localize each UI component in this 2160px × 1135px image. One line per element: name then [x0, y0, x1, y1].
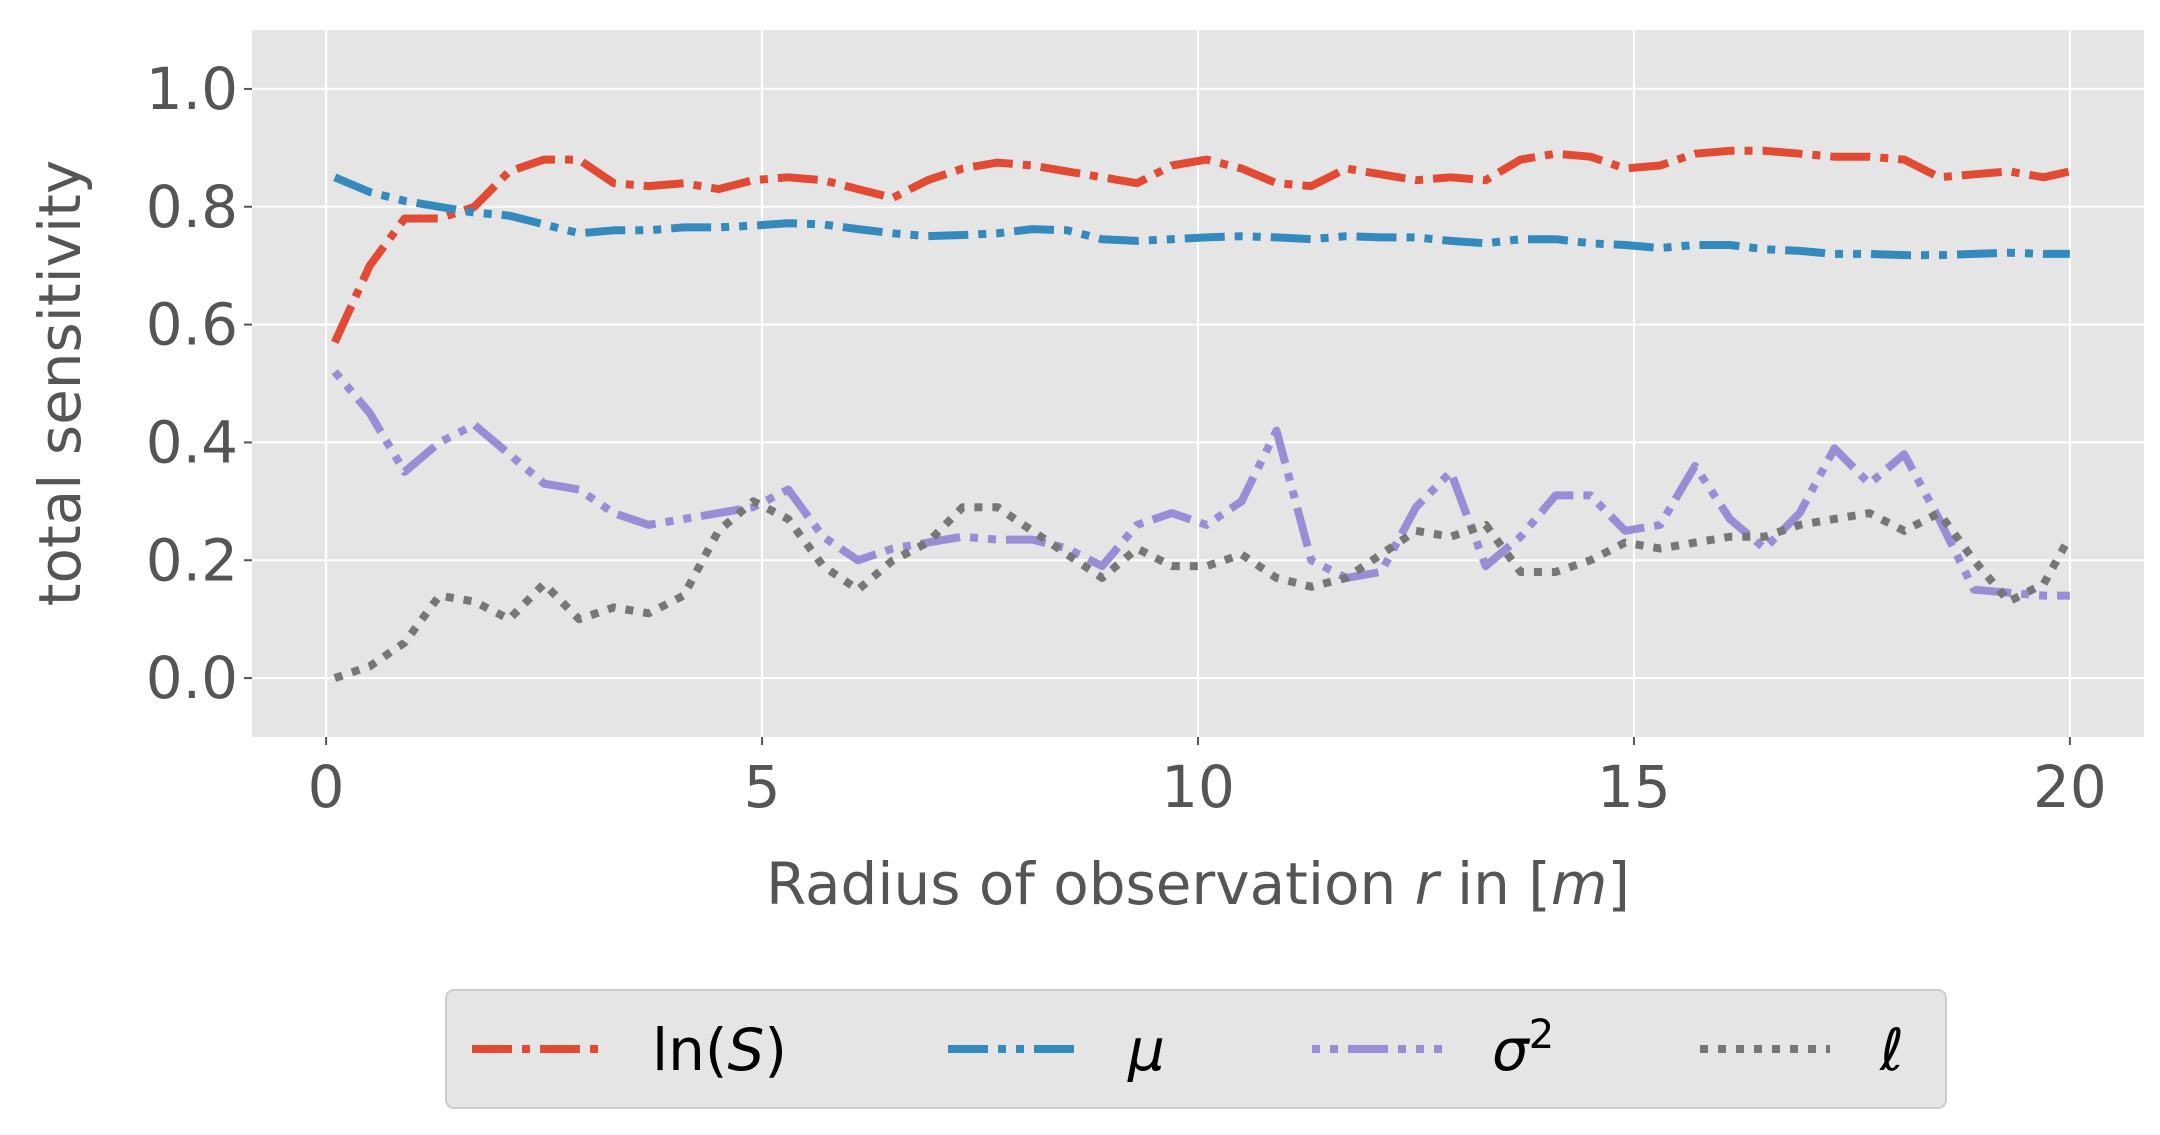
x-tick-label: 10 [1161, 753, 1235, 821]
y-axis-ticks: 0.0 0.2 0.4 0.6 0.8 1.0 [146, 55, 252, 712]
legend-label-4: ℓ [1879, 1016, 1904, 1084]
x-tick-label: 20 [2033, 753, 2107, 821]
y-tick-label: 0.8 [146, 173, 238, 241]
legend-label-1: ln(S) [652, 1016, 787, 1084]
legend-label-2: μ [1127, 1016, 1165, 1084]
y-tick-label: 0.4 [146, 408, 238, 476]
y-axis-label: total sensitivity [26, 160, 94, 606]
x-axis-label: Radius of observation r in [m] [766, 850, 1630, 918]
x-axis-ticks: 0 5 10 15 20 [308, 737, 2107, 821]
y-tick-label: 1.0 [146, 55, 238, 123]
y-tick-label: 0.2 [146, 526, 238, 594]
series-line-2 [333, 173, 2070, 260]
legend-label-3: σ2 [1492, 1012, 1554, 1084]
x-tick-label: 0 [308, 753, 345, 821]
grid [252, 30, 2144, 737]
legend-box [445, 989, 1947, 1109]
x-tick-label: 15 [1597, 753, 1671, 821]
x-tick-label: 5 [744, 753, 781, 821]
series-line-3 [331, 369, 2070, 600]
y-tick-label: 0.0 [146, 644, 238, 712]
series-layer [331, 146, 2074, 682]
legend: ln(S) μ σ2 ℓ [445, 989, 1947, 1109]
y-tick-label: 0.6 [146, 291, 238, 359]
series-line-1 [331, 146, 2071, 344]
